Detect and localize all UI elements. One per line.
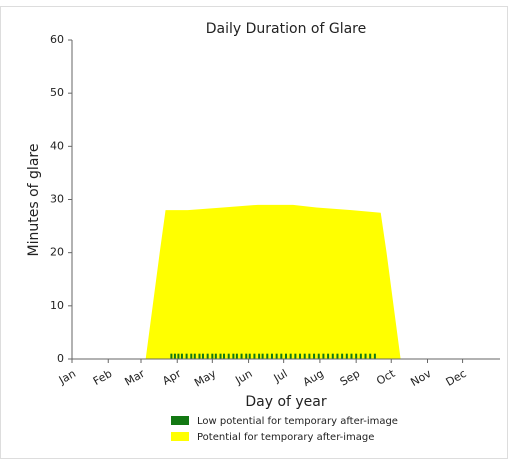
- glare-bar: [190, 353, 193, 359]
- glare-bar: [258, 353, 261, 359]
- y-tick-label: 50: [50, 86, 64, 99]
- glare-bar: [248, 353, 251, 359]
- glare-bar: [289, 353, 292, 359]
- glare-bar: [214, 353, 217, 359]
- glare-bar: [253, 353, 256, 359]
- glare-bar: [280, 353, 283, 359]
- y-tick-label: 40: [50, 139, 64, 152]
- x-tick-label: Jul: [271, 367, 290, 385]
- glare-bar: [232, 353, 235, 359]
- y-tick-label: 60: [50, 33, 64, 46]
- legend-label: Low potential for temporary after-image: [197, 416, 398, 427]
- glare-bar: [345, 353, 348, 359]
- glare-bar: [227, 353, 230, 359]
- glare-bar: [285, 353, 287, 359]
- glare-bar: [173, 353, 176, 359]
- glare-bar: [240, 353, 243, 359]
- glare-bar: [294, 353, 297, 359]
- glare-bar: [355, 353, 358, 359]
- glare-bar: [245, 353, 248, 359]
- glare-bar: [193, 353, 196, 359]
- glare-bar: [336, 353, 339, 359]
- glare-bar: [177, 353, 180, 359]
- glare-bar: [303, 353, 306, 359]
- glare-bar: [364, 353, 367, 359]
- glare-bar: [235, 353, 238, 359]
- glare-bar: [219, 353, 222, 359]
- chart-title: Daily Duration of Glare: [206, 21, 366, 37]
- glare-bar: [270, 353, 273, 359]
- glare-bar: [261, 353, 264, 359]
- glare-bar: [350, 353, 353, 359]
- glare-bar: [299, 353, 302, 359]
- y-tick-label: 10: [50, 299, 64, 312]
- glare-bar: [206, 353, 209, 359]
- y-tick-label: 30: [50, 193, 64, 206]
- glare-bar: [180, 353, 183, 359]
- glare-bar: [266, 353, 269, 359]
- glare-bar: [170, 353, 173, 359]
- glare-bar: [275, 353, 278, 359]
- glare-bar: [308, 353, 311, 359]
- glare-bar: [341, 353, 344, 359]
- legend-label: Potential for temporary after-image: [197, 432, 374, 443]
- glare-bar: [201, 353, 204, 359]
- glare-bar: [211, 353, 214, 359]
- glare-bar: [313, 353, 316, 359]
- glare-area: [145, 204, 401, 359]
- glare-bar: [223, 353, 226, 359]
- y-tick-label: 0: [57, 352, 64, 365]
- glare-bar: [322, 353, 325, 359]
- y-tick-label: 20: [50, 246, 64, 259]
- glare-bar: [198, 353, 201, 359]
- glare-bar: [331, 353, 334, 359]
- glare-bar: [359, 353, 362, 359]
- glare-bar: [317, 353, 320, 359]
- legend-swatch: [171, 416, 189, 425]
- legend-swatch: [171, 432, 189, 441]
- x-axis-label: Day of year: [245, 394, 327, 410]
- y-axis-label: Minutes of glare: [26, 144, 42, 257]
- glare-bar: [369, 353, 372, 359]
- glare-bar: [327, 353, 330, 359]
- glare-bar: [373, 353, 376, 359]
- glare-bar: [185, 353, 188, 359]
